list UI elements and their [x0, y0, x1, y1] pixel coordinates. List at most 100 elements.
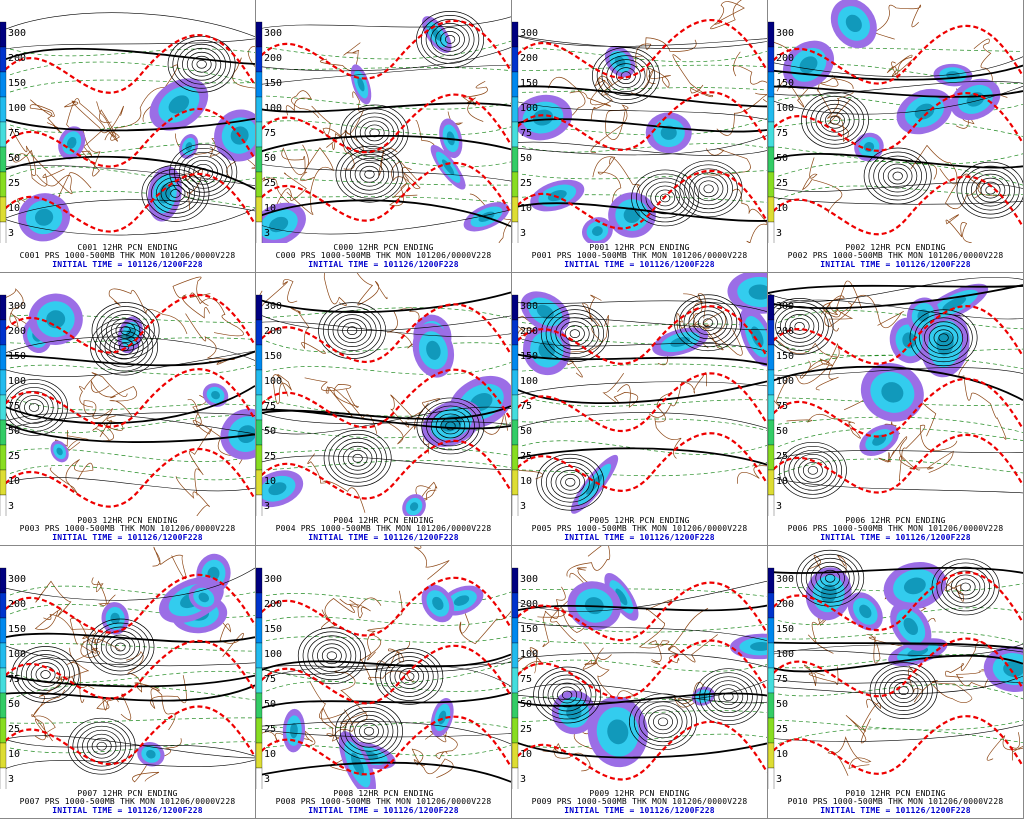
thickness-540 — [0, 293, 255, 354]
precip-area — [983, 646, 1023, 692]
colorbar-label: 150 — [776, 624, 794, 635]
coastline — [542, 742, 591, 772]
title: P004 12HR PCN ENDING — [333, 516, 434, 525]
coastline — [630, 66, 671, 94]
isobar — [24, 399, 44, 416]
isobar — [970, 173, 1011, 207]
initial-time: INITIAL TIME = 101126/1200F228 — [820, 806, 971, 815]
isobar — [555, 469, 586, 495]
isobar — [0, 632, 255, 643]
isobar — [820, 569, 841, 587]
isobar — [0, 412, 255, 435]
colorbar-label: 25 — [776, 178, 788, 189]
colorbar-segment — [0, 469, 7, 496]
colorbar-label: 150 — [8, 624, 26, 635]
isobar — [512, 118, 767, 133]
initial-time: INITIAL TIME = 101126/1200F228 — [564, 533, 715, 542]
initial-time: INITIAL TIME = 101126/1200F228 — [308, 533, 459, 542]
isobar — [170, 189, 181, 198]
isobar — [14, 391, 54, 424]
isobar — [94, 322, 154, 372]
isobar — [512, 33, 767, 47]
colorbar-segment — [512, 171, 519, 198]
thickness-line — [521, 170, 767, 180]
isobar — [798, 457, 828, 483]
isobar — [674, 160, 743, 218]
isobar — [256, 727, 511, 738]
isobar — [115, 322, 136, 339]
isobar — [694, 668, 763, 726]
isobar — [778, 441, 847, 499]
colorbar-segment — [512, 469, 519, 496]
colorbar-label: 25 — [776, 724, 788, 735]
colorbar-segment — [768, 221, 775, 243]
isobar — [768, 654, 1023, 673]
precip-area — [402, 494, 426, 516]
thickness-line — [777, 310, 1023, 330]
isobar — [151, 173, 200, 214]
colorbar-label: 3 — [8, 228, 14, 239]
colorbar-segment — [768, 419, 775, 446]
colorbar-segment — [0, 617, 7, 644]
colorbar-label: 150 — [520, 351, 538, 362]
thickness-line — [521, 322, 767, 328]
precip-heavy — [799, 56, 818, 74]
precip-area — [220, 408, 255, 460]
colorbar-segment — [0, 742, 7, 769]
colorbar-label: 200 — [264, 53, 282, 64]
isobar — [0, 567, 255, 601]
thickness-line — [9, 337, 255, 344]
isobar — [0, 12, 255, 37]
colorbar-label: 200 — [8, 53, 26, 64]
colorbar-segment — [768, 71, 775, 98]
thickness-line — [777, 583, 1023, 592]
colorbar-label: 50 — [8, 153, 20, 164]
precip-heavy — [914, 103, 935, 120]
precip-area — [587, 696, 648, 768]
precip-heavy — [903, 577, 926, 595]
isobar — [256, 102, 511, 113]
subtitle: P002 PRS 1000-500MB THK MON 101206/0000V… — [787, 251, 1004, 260]
precip-heavy — [268, 482, 287, 496]
isobar — [768, 284, 1023, 310]
isobar — [825, 111, 845, 129]
isobar — [186, 51, 217, 77]
isobar — [684, 168, 733, 210]
precip-area — [830, 0, 877, 49]
coastline — [187, 399, 212, 496]
coastline — [667, 634, 718, 664]
coastline — [566, 546, 611, 577]
initial-time: INITIAL TIME = 101126/1200F228 — [820, 533, 971, 542]
thickness-line — [521, 440, 767, 455]
thickness-line — [777, 719, 1023, 731]
thickness-line — [521, 118, 767, 136]
isobar — [183, 155, 223, 189]
isobar — [338, 441, 378, 475]
thickness-line — [777, 161, 1023, 186]
coastline — [99, 415, 124, 442]
isobar — [788, 449, 838, 491]
isobar — [512, 300, 767, 312]
isobar — [35, 666, 56, 683]
isobar — [768, 276, 1023, 302]
colorbar-segment — [512, 667, 519, 694]
precip-area — [782, 40, 835, 90]
isobar — [384, 656, 434, 697]
isobar — [512, 740, 767, 759]
colorbar-label: 300 — [264, 28, 282, 39]
isobar — [537, 670, 597, 720]
colorbar-segment — [0, 344, 7, 371]
colorbar-segment — [256, 642, 263, 669]
map-panel: 300 200 150 100 75 50 25 10 3 P009 12HR PCN ENDIN… — [512, 546, 768, 819]
subtitle: P008 PRS 1000-500MB THK MON 101206/0000V… — [275, 797, 492, 806]
colorbar-segment — [256, 494, 263, 516]
isobar — [960, 582, 971, 592]
isobar — [0, 199, 255, 221]
precip-area — [859, 424, 899, 456]
isobar — [887, 167, 908, 185]
isobar — [591, 47, 660, 105]
colorbar-segment — [256, 294, 263, 321]
isobar — [768, 182, 1023, 192]
isobar — [16, 650, 75, 699]
isobar — [115, 642, 126, 652]
